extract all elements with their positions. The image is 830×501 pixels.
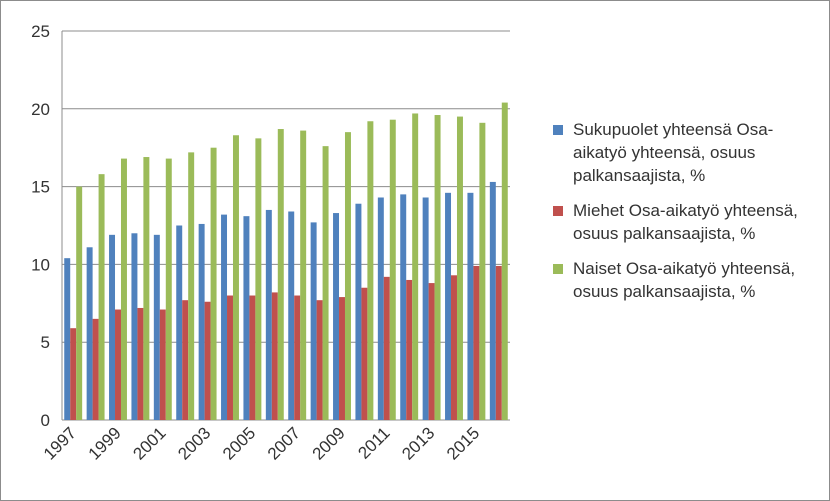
y-tick-label: 0 <box>41 411 50 430</box>
bar <box>249 295 256 420</box>
legend-label: Naiset Osa-aikatyö yhteensä, osuus palka… <box>573 259 796 301</box>
bar <box>204 301 211 420</box>
bar <box>377 197 384 420</box>
y-tick-label: 10 <box>31 255 50 274</box>
bar <box>412 113 419 420</box>
bar <box>227 295 233 420</box>
bar <box>98 174 105 420</box>
legend: Sukupuolet yhteensä Osa-aikatyö yhteensä… <box>553 118 813 315</box>
bar <box>367 121 374 421</box>
bar <box>165 158 172 421</box>
bar <box>316 300 323 420</box>
legend-entry: Miehet Osa-aikatyö yhteensä, osuus palka… <box>553 199 813 245</box>
bar <box>473 265 480 420</box>
y-tick-label: 5 <box>41 333 50 352</box>
bar <box>400 194 407 420</box>
legend-label: Sukupuolet yhteensä Osa-aikatyö yhteensä… <box>573 120 774 185</box>
bar <box>422 197 429 420</box>
bar <box>182 300 189 420</box>
bar <box>445 192 452 420</box>
bar <box>221 214 228 420</box>
bar <box>188 152 195 421</box>
bar <box>92 318 99 420</box>
bar <box>389 119 396 420</box>
bar <box>120 158 127 421</box>
legend-label: Miehet Osa-aikatyö yhteensä, osuus palka… <box>573 201 798 243</box>
bar <box>344 132 351 420</box>
bar <box>265 209 272 420</box>
bar <box>64 258 71 420</box>
bar <box>176 225 183 420</box>
bar <box>198 223 205 420</box>
bar <box>355 203 362 420</box>
bar <box>159 309 166 420</box>
bar <box>406 279 413 420</box>
legend-swatch <box>553 125 563 135</box>
legend-swatch <box>553 206 563 216</box>
bar <box>339 297 345 420</box>
bar <box>333 213 340 420</box>
bar <box>383 276 390 420</box>
bar <box>86 247 93 420</box>
bar <box>76 186 83 420</box>
bar <box>479 122 486 420</box>
bar <box>300 130 307 421</box>
bar <box>255 138 262 420</box>
bar <box>70 328 77 420</box>
bar <box>143 157 150 420</box>
bar <box>310 222 317 420</box>
bar <box>210 147 217 420</box>
legend-swatch <box>553 264 563 274</box>
y-tick-label: 25 <box>31 22 50 41</box>
bar <box>288 211 295 420</box>
bar <box>153 234 160 420</box>
bar <box>501 102 508 421</box>
bar <box>456 116 463 420</box>
bar <box>434 115 441 421</box>
bar <box>232 135 239 420</box>
bar <box>277 129 284 420</box>
bar <box>137 307 144 420</box>
bar <box>489 181 496 420</box>
y-tick-label: 20 <box>31 100 50 119</box>
bar <box>243 216 250 420</box>
legend-entry: Naiset Osa-aikatyö yhteensä, osuus palka… <box>553 257 813 303</box>
bar <box>115 309 121 420</box>
bar <box>271 292 278 420</box>
bar <box>428 283 435 420</box>
bar <box>451 275 457 420</box>
bar <box>361 287 368 420</box>
bar <box>109 234 116 420</box>
bar <box>131 233 138 420</box>
y-tick-label: 15 <box>31 178 50 197</box>
bar <box>467 192 474 420</box>
bar <box>322 146 329 421</box>
bar <box>495 265 502 420</box>
legend-entry: Sukupuolet yhteensä Osa-aikatyö yhteensä… <box>553 118 813 187</box>
bar <box>294 295 301 420</box>
